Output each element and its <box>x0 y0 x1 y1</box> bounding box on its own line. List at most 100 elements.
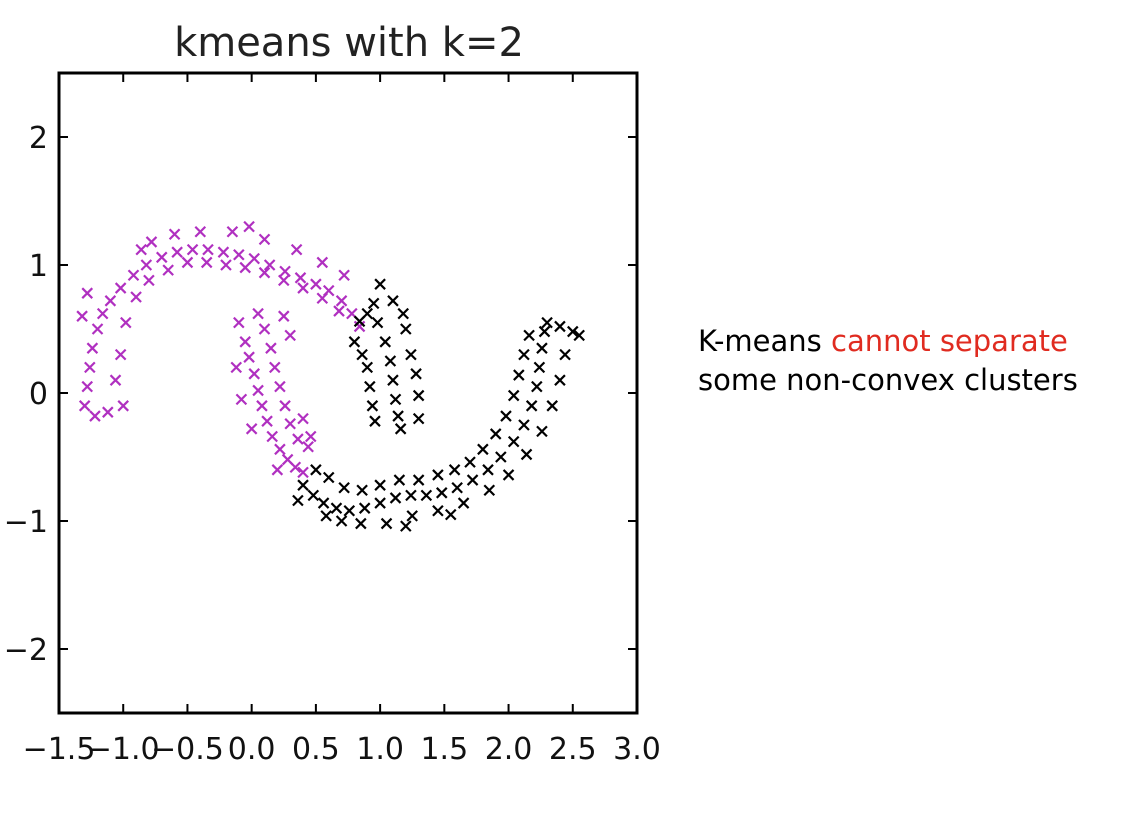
scatter-point-s1-13 <box>394 423 407 435</box>
scatter-point-s0-39 <box>278 274 290 287</box>
scatter-point-s1-19 <box>374 278 386 290</box>
y-tick-label-1: −1 <box>4 505 48 540</box>
scatter-point-s0-60 <box>256 400 268 412</box>
scatter-point-s1-12 <box>392 410 404 422</box>
scatter-point-s0-31 <box>130 291 142 303</box>
scatter-point-s1-27 <box>330 502 343 514</box>
scatter-point-s1-70 <box>502 469 515 481</box>
scatter-point-s0-14 <box>217 246 230 258</box>
scatter-point-s1-17 <box>412 389 425 402</box>
axis-ticks <box>58 73 638 713</box>
scatter-point-s0-27 <box>117 400 129 412</box>
scatter-point-s0-3 <box>86 342 99 354</box>
scatter-point-s0-62 <box>266 430 278 443</box>
scatter-point-s0-43 <box>145 236 158 248</box>
scatter-point-s0-63 <box>274 443 286 456</box>
scatter-point-s1-59 <box>507 389 520 402</box>
scatter-point-s0-76 <box>235 393 248 406</box>
scatter-point-s0-58 <box>248 368 261 380</box>
scatter-point-s0-18 <box>279 265 291 278</box>
scatter-point-s0-42 <box>333 305 345 317</box>
scatter-point-s0-66 <box>297 466 309 479</box>
scatter-point-s1-4 <box>366 400 379 412</box>
scatter-point-s1-38 <box>495 451 507 463</box>
scatter-point-s0-69 <box>269 361 281 374</box>
scatter-point-s1-26 <box>317 497 330 509</box>
scatter-point-s0-49 <box>316 256 329 269</box>
scatter-point-s1-74 <box>554 374 566 386</box>
x-tick-label-4: 0.5 <box>292 732 340 767</box>
scatter-point-s1-52 <box>412 474 425 486</box>
scatter-point-s1-49 <box>356 484 368 497</box>
scatter-point-s1-60 <box>513 369 525 381</box>
y-axis-tick-labels: −2 −1 0 1 2 <box>4 121 48 668</box>
scatter-point-s0-16 <box>248 252 261 265</box>
scatter-point-s0-9 <box>140 259 153 271</box>
annotation-prefix: K-means <box>698 324 832 358</box>
scatter-point-s0-77 <box>245 423 258 435</box>
scatter-point-s0-36 <box>220 259 232 271</box>
x-tick-label-6: 1.5 <box>420 732 468 767</box>
scatter-point-s1-5 <box>369 415 381 427</box>
scatter-point-s1-53 <box>432 469 444 481</box>
scatter-point-s1-30 <box>374 497 386 509</box>
scatter-point-s0-45 <box>194 225 207 238</box>
scatter-point-s1-56 <box>477 443 489 456</box>
y-tick-label-4: 2 <box>29 121 48 156</box>
scatter-point-s1-51 <box>393 474 406 486</box>
scatter-point-s0-40 <box>297 282 309 294</box>
scatter-point-s1-32 <box>405 489 417 502</box>
scatter-point-s0-17 <box>263 259 276 271</box>
scatter-point-s0-65 <box>289 461 302 474</box>
scatter-point-s0-2 <box>84 361 96 374</box>
scatter-point-s0-12 <box>186 243 199 256</box>
x-axis-tick-labels: −1.5−1.0−0.5 0.0 0.5 1.0 1.5 2.0 2.5 3.0 <box>23 732 661 767</box>
scatter-point-s0-26 <box>102 406 114 418</box>
scatter-point-s1-77 <box>554 320 566 333</box>
scatter-point-s0-50 <box>338 269 350 282</box>
scatter-point-s1-36 <box>466 474 479 486</box>
scatter-point-s0-81 <box>284 329 296 342</box>
scatter-point-s1-34 <box>435 487 448 499</box>
x-tick-label-3: 0.0 <box>228 732 276 767</box>
kmeans-scatter-chart: kmeans with k=2 −1.5−1.0−0.5 0.0 0.5 1.0 1.5… <box>4 20 661 767</box>
scatter-point-s1-78 <box>541 316 553 329</box>
plot-frame <box>57 71 639 715</box>
scatter-point-s1-57 <box>489 428 502 440</box>
scatter-point-s0-15 <box>233 248 245 261</box>
scatter-point-s1-55 <box>464 456 476 468</box>
scatter-point-s1-83 <box>444 508 457 521</box>
scatter-point-s1-39 <box>507 435 520 448</box>
scatter-point-s0-32 <box>143 274 155 287</box>
scatter-point-s0-79 <box>252 307 264 320</box>
scatter-point-s1-28 <box>343 504 356 517</box>
scatter-point-s0-25 <box>89 410 101 422</box>
scatter-point-s0-7 <box>114 282 127 294</box>
y-tick-label-3: 1 <box>29 249 48 284</box>
scatter-point-s1-67 <box>432 504 444 517</box>
scatter-point-s0-55 <box>233 316 245 329</box>
scatter-point-s0-73 <box>292 433 304 445</box>
scatter-point-s1-58 <box>500 410 512 422</box>
scatter-point-s1-9 <box>384 355 397 367</box>
scatter-point-s1-21 <box>397 307 410 320</box>
x-tick-label-9: 3.0 <box>613 732 661 767</box>
scatter-point-s0-52 <box>81 287 94 299</box>
scatter-point-s0-28 <box>109 374 122 386</box>
scatter-point-s0-67 <box>258 323 271 335</box>
scatter-point-s0-38 <box>258 266 271 279</box>
scatter-point-s1-37 <box>482 464 494 476</box>
scatter-point-s0-4 <box>91 323 104 335</box>
y-tick-label-2: 0 <box>29 377 48 412</box>
scatter-point-s0-59 <box>252 384 264 397</box>
scatter-point-s1-0 <box>348 336 361 348</box>
scatter-point-s1-80 <box>292 494 304 507</box>
scatter-point-s1-14 <box>400 323 412 335</box>
scatter-point-s1-76 <box>567 325 579 338</box>
annotation-highlight: cannot separate <box>831 324 1068 358</box>
scatter-point-s1-73 <box>546 400 559 412</box>
scatter-point-s0-37 <box>239 261 252 274</box>
scatter-point-s0-68 <box>265 342 277 354</box>
scatter-point-s1-47 <box>322 471 335 484</box>
scatter-point-s0-11 <box>171 246 183 258</box>
